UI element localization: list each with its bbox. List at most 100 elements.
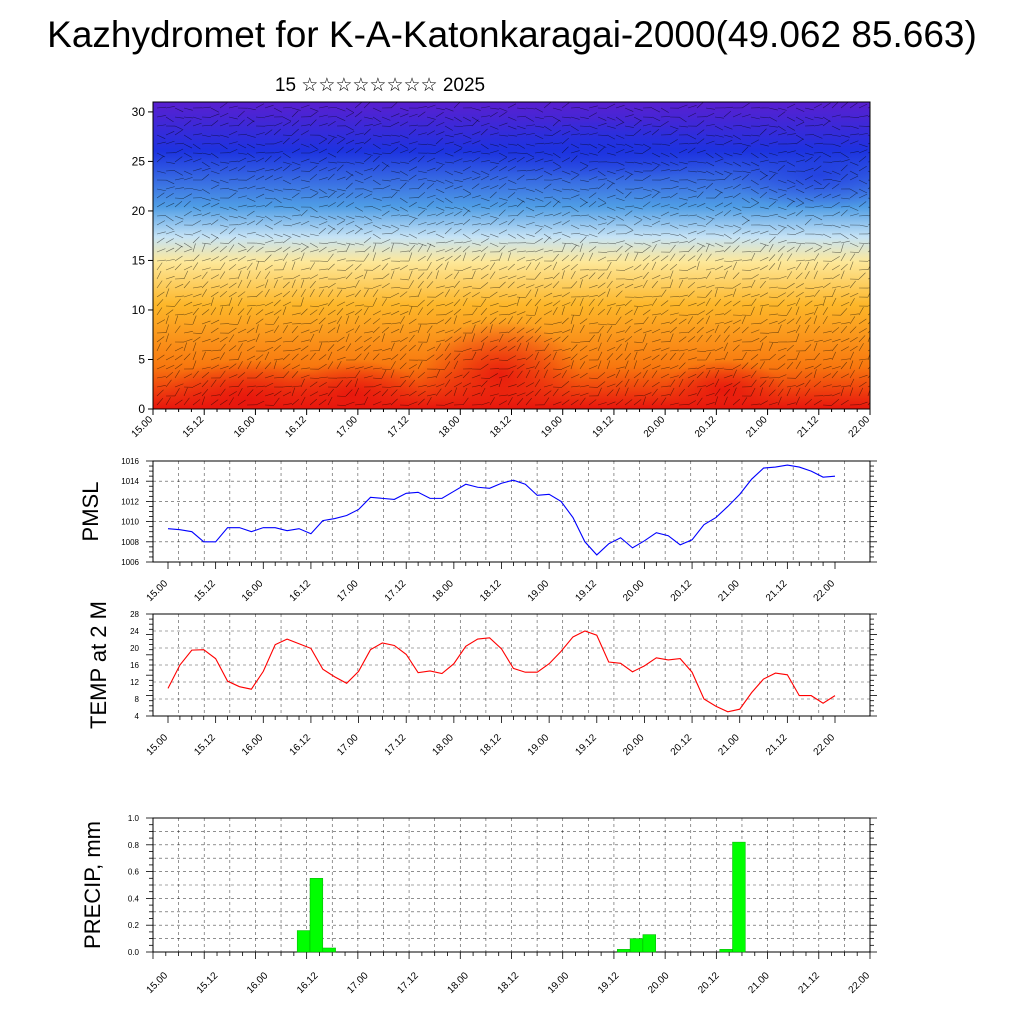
x-tick-label: 18.12 <box>496 970 522 996</box>
pmsl-panel: 1006 1008 1010 1012 1014 1016 PMSL 15.00 15.12 16… <box>78 457 877 604</box>
x-tick-label: 19.00 <box>526 732 552 758</box>
y-tick-label: 16 <box>130 661 139 670</box>
warm-core <box>420 320 580 409</box>
y-axis-label: PMSL <box>78 482 103 542</box>
x-tick-label: 16.00 <box>245 970 271 996</box>
x-tick-label: 17.00 <box>335 414 361 440</box>
precip-bar <box>629 938 644 953</box>
x-tick-label: 16.12 <box>283 414 309 440</box>
y-tick-label: 1012 <box>121 497 139 506</box>
y-tick-label: 12 <box>130 678 139 687</box>
precip-bar <box>296 930 311 953</box>
x-tick-label: 15.12 <box>192 732 218 758</box>
x-tick-label: 20.12 <box>669 578 695 604</box>
y-tick-label: 5 <box>138 352 145 366</box>
y-tick-label: 0.4 <box>128 894 140 903</box>
x-tick-label: 19.12 <box>591 414 617 440</box>
x-tick-label: 18.12 <box>478 732 504 758</box>
x-tick-label: 21.12 <box>764 732 790 758</box>
wind-barbs <box>156 102 870 407</box>
y-tick-label: 1010 <box>121 518 139 527</box>
x-tick-label: 21.12 <box>795 414 821 440</box>
y-tick-label: 25 <box>132 154 146 168</box>
x-tick-label: 20.00 <box>621 732 647 758</box>
chart-title: Kazhydromet for K-A-Katonkaragai-2000(49… <box>47 14 977 55</box>
data-line <box>167 464 836 556</box>
y-tick-label: 0.0 <box>128 948 140 957</box>
x-tick-label: 19.12 <box>573 578 599 604</box>
x-tick-label: 20.12 <box>696 970 722 996</box>
x-tick-label: 18.00 <box>431 732 457 758</box>
x-tick-label: 16.12 <box>288 732 314 758</box>
y-tick-label: 30 <box>132 105 146 119</box>
x-tick-label: 15.00 <box>145 732 171 758</box>
x-tick-label: 15.12 <box>195 970 221 996</box>
x-tick-label: 21.00 <box>744 414 770 440</box>
x-tick-label: 22.00 <box>847 970 873 996</box>
grid <box>153 818 870 952</box>
x-tick-label: 17.12 <box>383 732 409 758</box>
x-tick-label: 17.12 <box>395 970 421 996</box>
y-tick-label: 15 <box>132 253 146 267</box>
precip-bar <box>719 949 733 953</box>
x-tick-label: 15.00 <box>130 414 156 440</box>
y-tick-label: 0.6 <box>128 868 140 877</box>
precip-bar <box>732 841 746 953</box>
x-tick-label: 18.12 <box>478 578 504 604</box>
y-tick-label: 1006 <box>121 558 139 567</box>
x-tick-label: 16.00 <box>240 578 266 604</box>
x-tick-label: 22.00 <box>812 578 838 604</box>
y-tick-label: 24 <box>130 627 139 636</box>
x-tick-label: 20.00 <box>646 970 672 996</box>
data-line <box>167 630 836 713</box>
x-tick-label: 19.12 <box>573 732 599 758</box>
x-tick-label: 19.00 <box>546 970 572 996</box>
warm-core <box>283 360 423 409</box>
x-tick-label: 21.12 <box>797 970 823 996</box>
y-axis-label: TEMP at 2 M <box>86 601 111 729</box>
x-tick-label: 21.12 <box>764 578 790 604</box>
x-tick-label: 17.00 <box>335 732 361 758</box>
precip-bar <box>642 934 656 953</box>
chart-subtitle: 15 ☆☆☆☆☆☆☆☆ 2025 <box>274 75 486 96</box>
x-tick-label: 21.00 <box>716 578 742 604</box>
x-tick-label: 21.00 <box>716 732 742 758</box>
grid <box>153 614 870 716</box>
x-tick-label: 17.12 <box>383 578 409 604</box>
x-tick-label: 20.12 <box>693 414 719 440</box>
x-tick-label: 20.12 <box>669 732 695 758</box>
x-tick-label: 18.12 <box>488 414 514 440</box>
x-tick-label: 16.12 <box>288 578 314 604</box>
y-tick-label: 10 <box>132 303 146 317</box>
warm-core <box>664 360 784 409</box>
y-tick-label: 0.8 <box>128 841 140 850</box>
x-tick-label: 18.00 <box>446 970 472 996</box>
x-tick-label: 19.00 <box>539 414 565 440</box>
y-tick-label: 4 <box>135 712 140 721</box>
y-tick-label: 20 <box>130 644 139 653</box>
x-tick-label: 16.12 <box>295 970 321 996</box>
x-tick-label: 18.00 <box>437 414 463 440</box>
y-tick-label: 8 <box>135 695 140 704</box>
precipitation-panel: 0.0 0.2 0.4 0.6 0.8 1.0 PRECIP, mm 15.00 15.12 16… <box>80 814 877 996</box>
heatmap-field <box>153 102 870 409</box>
x-tick-label: 16.00 <box>240 732 266 758</box>
y-tick-label: 1014 <box>121 477 139 486</box>
x-tick-label: 15.12 <box>192 578 218 604</box>
x-tick-label: 17.00 <box>335 578 361 604</box>
x-tick-label: 19.00 <box>526 578 552 604</box>
x-tick-label: 18.00 <box>431 578 457 604</box>
precip-bar <box>309 878 324 953</box>
y-tick-label: 1008 <box>121 538 139 547</box>
x-tick-label: 15.00 <box>145 578 171 604</box>
x-tick-label: 17.00 <box>345 970 371 996</box>
x-tick-label: 22.00 <box>812 732 838 758</box>
x-tick-label: 21.00 <box>746 970 772 996</box>
y-tick-label: 1016 <box>121 457 139 466</box>
precip-bar <box>617 949 631 953</box>
x-tick-label: 15.00 <box>145 970 171 996</box>
x-tick-label: 17.12 <box>386 414 412 440</box>
grid <box>153 461 870 562</box>
cross-section-panel: 0 5 10 15 20 25 30 15.00 15.12 16.00 16.12 17.00 17.… <box>130 101 872 440</box>
